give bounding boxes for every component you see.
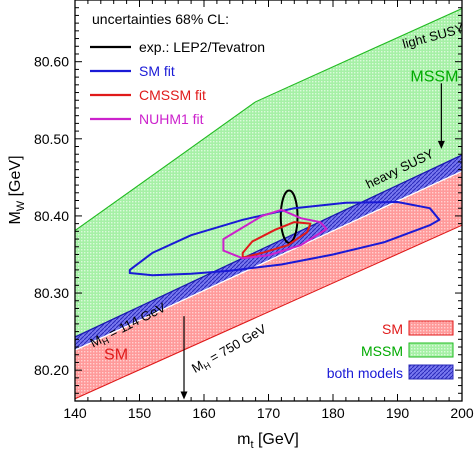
legend-label: exp.: LEP2/Tevatron [139,39,265,55]
region-legend-swatch [408,320,454,336]
annotation-sub: H [100,335,110,347]
region-legend-label: both models [327,365,403,381]
y-axis-label: MW [GeV] [7,155,27,224]
legend-label: NUHM1 fit [139,111,204,127]
x-tick-label: 150 [128,405,152,421]
y-tick-label: 80.40 [34,208,69,224]
region-legend: SM MSSM both models [327,320,454,381]
legend-label: SM fit [139,63,175,79]
x-axis-label-main: m [237,431,250,448]
x-axis-label-unit: [GeV] [254,431,299,448]
region-sm [75,171,462,399]
annotation-sm: SM [104,346,128,363]
x-tick-label: 140 [63,405,87,421]
series-cmssm-fit [241,221,312,259]
y-axis-label-sub: W [15,200,27,211]
series-layer [128,189,441,277]
legend-title: uncertainties 68% CL: [92,11,229,27]
region-legend-swatch [408,364,454,380]
arrow-head [180,391,188,400]
mssm-upper-line [75,7,462,232]
legend: uncertainties 68% CL: exp.: LEP2/Tevatron… [90,11,265,127]
x-tick-label: 190 [386,405,410,421]
y-tick-label: 80.60 [34,54,69,70]
region-legend-swatch [408,342,454,358]
x-tick-label: 200 [450,405,474,421]
tick-labels: 140 150 160 170 180 190 200 80.20 80.30 80.40 80.5… [34,54,474,421]
series-sm-fit [128,201,441,277]
y-axis-label-main: M [7,211,24,224]
x-axis-label-sub: t [250,439,253,450]
regions-layer [75,7,462,400]
region-legend-label: MSSM [361,343,403,359]
annotation-mssm: MSSM [410,69,458,86]
y-axis-label-unit: [GeV] [7,155,24,200]
region-both-models [75,155,462,351]
mh-114-line [75,154,462,338]
tick-marks [74,0,463,401]
x-tick-label: 160 [192,405,216,421]
series-nuhm1-fit [222,208,328,260]
y-tick-label: 80.20 [34,362,69,378]
plot-frame [74,0,463,402]
y-tick-label: 80.50 [34,131,69,147]
x-tick-label: 180 [321,405,345,421]
x-axis-label: mt [GeV] [237,431,299,450]
x-tick-label: 170 [257,405,281,421]
annotation-sub: H [202,360,213,372]
arrow-head [437,140,445,149]
region-legend-label: SM [382,321,403,337]
sm-lower-line [75,224,462,400]
legend-label: CMSSM fit [139,87,206,103]
y-tick-label: 80.30 [34,285,69,301]
region-mssm [75,8,462,337]
